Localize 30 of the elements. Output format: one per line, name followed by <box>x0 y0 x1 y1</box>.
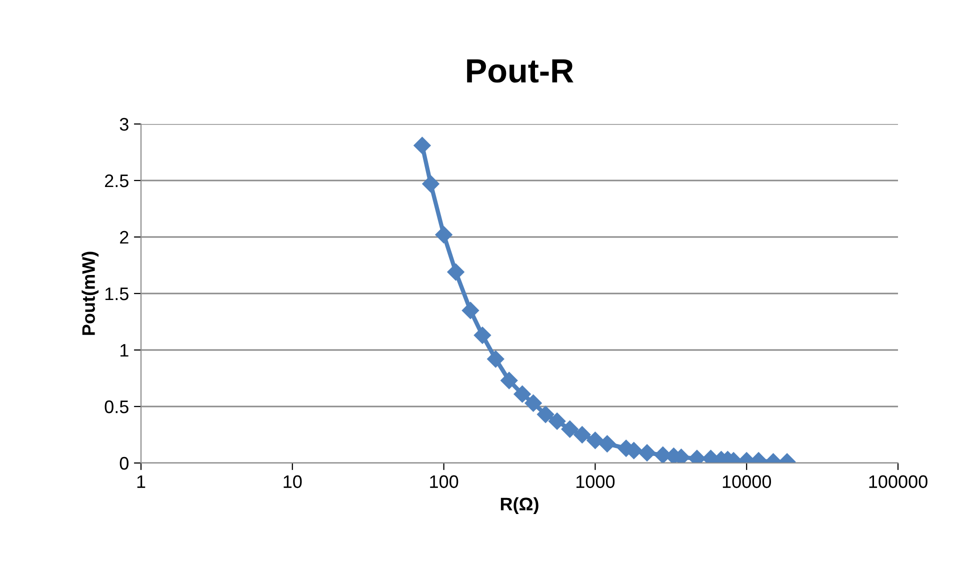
point <box>561 420 578 438</box>
y-tick-label: 2 <box>120 230 128 244</box>
point <box>524 394 542 412</box>
y-tick-label: 1.5 <box>105 288 128 300</box>
y-tick-label: 2.5 <box>105 174 128 188</box>
x-tick-label: 100000 <box>869 475 928 488</box>
x-tick-label: 1 <box>137 475 146 488</box>
y-axis-title: Pout(mW) <box>82 252 99 335</box>
chart-title: Pout-R <box>467 59 574 83</box>
y-tick-label: 0 <box>120 456 128 470</box>
point <box>447 263 464 281</box>
point <box>638 444 656 462</box>
point <box>474 326 491 344</box>
y-tick-label: 3 <box>120 118 128 131</box>
point <box>422 175 440 192</box>
x-tick-label: 10000 <box>722 475 771 488</box>
point <box>537 406 554 423</box>
point <box>548 412 566 430</box>
y-tick-label: 0.5 <box>104 400 128 414</box>
x-tick-label: 10 <box>284 475 302 488</box>
point <box>487 350 504 368</box>
y-tick-label: 1 <box>120 344 128 357</box>
point <box>574 426 591 444</box>
point <box>598 435 616 452</box>
point <box>586 432 604 449</box>
x-tick-label: 1000 <box>576 475 615 488</box>
x-axis-title: R(Ω) <box>500 497 538 514</box>
x-tick-label: 100 <box>430 475 458 488</box>
point <box>462 302 480 319</box>
point <box>435 226 452 244</box>
